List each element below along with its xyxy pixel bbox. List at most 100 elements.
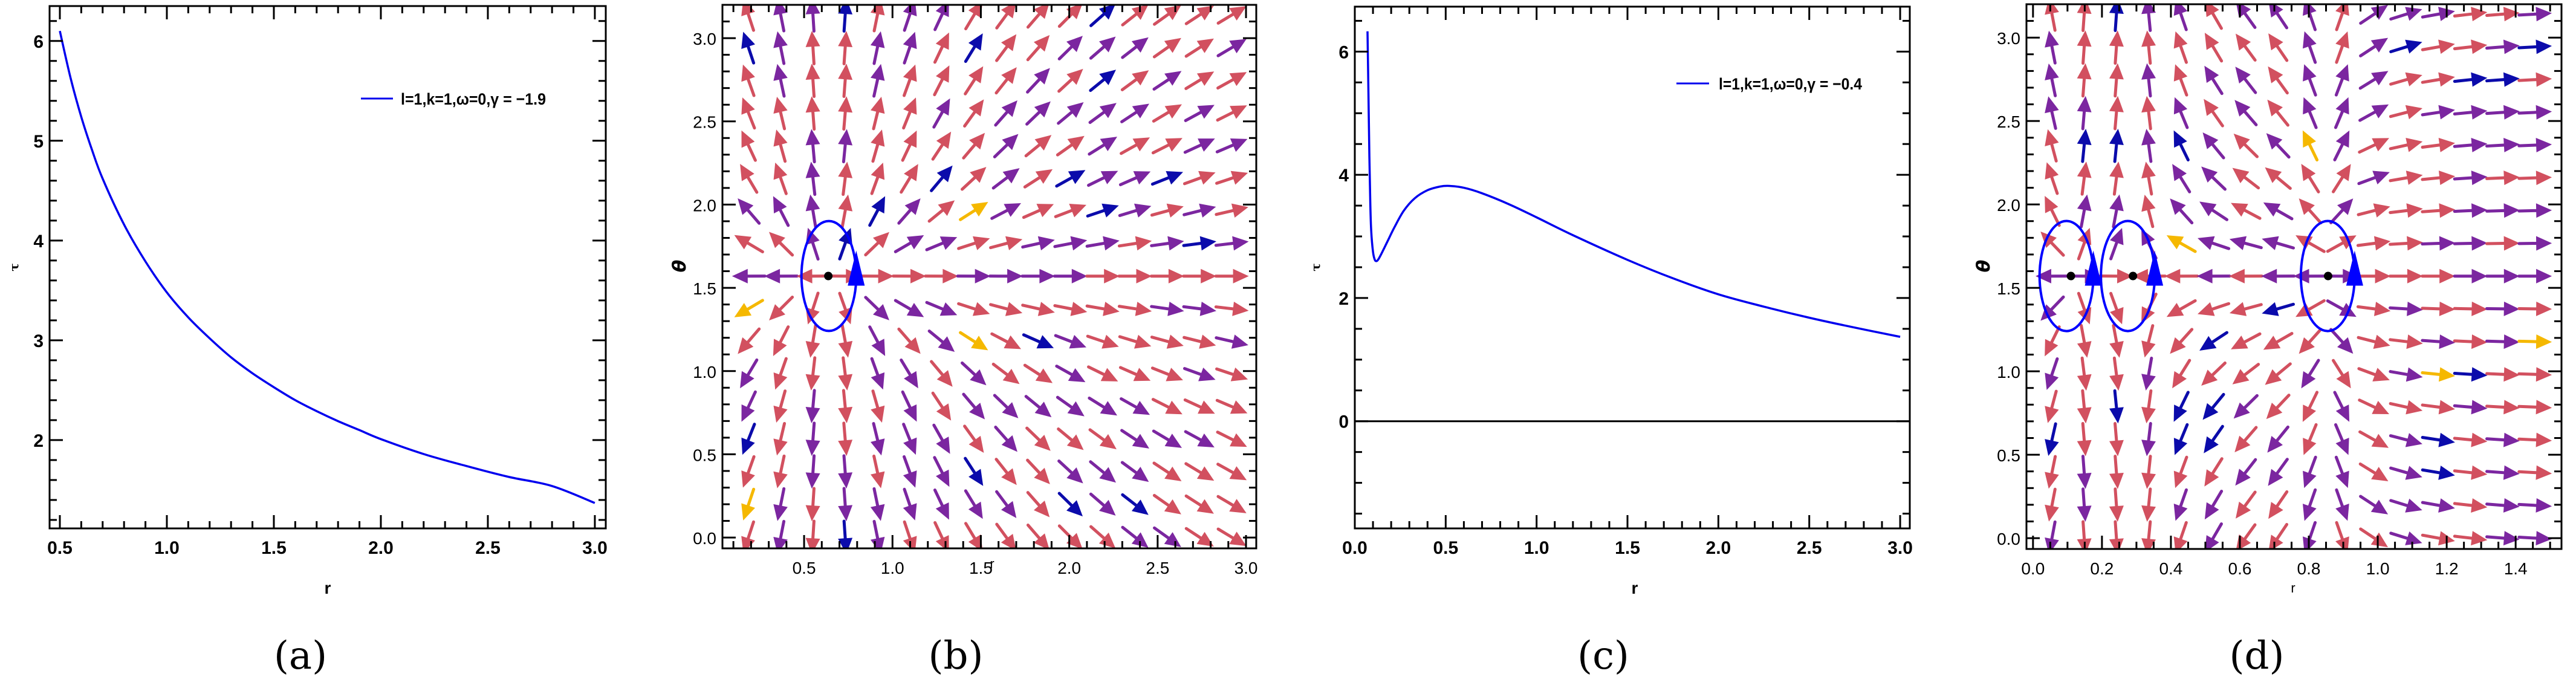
arrow bbox=[2388, 268, 2423, 284]
arrow-shaft bbox=[2453, 176, 2474, 181]
arrow-head bbox=[1229, 39, 1247, 54]
arrow bbox=[962, 132, 985, 160]
arrow bbox=[2389, 531, 2422, 545]
arrow bbox=[2141, 161, 2156, 196]
arrow-shaft bbox=[2178, 241, 2197, 253]
arrow-shaft bbox=[903, 520, 912, 540]
arrow bbox=[2236, 523, 2257, 549]
arrow-shaft bbox=[1021, 304, 1041, 311]
arrow-shaft bbox=[2276, 143, 2291, 159]
panel-b-y-tick-label: 3.0 bbox=[693, 30, 716, 48]
arrow bbox=[2517, 432, 2552, 447]
arrow-head bbox=[2374, 302, 2391, 316]
panel-c-y-tick-label: 4 bbox=[1338, 166, 1349, 186]
arrow-head bbox=[938, 200, 955, 216]
arrow-head bbox=[2141, 406, 2156, 424]
arrow-shaft bbox=[933, 456, 944, 475]
arrow bbox=[994, 67, 1017, 95]
arrow bbox=[903, 31, 917, 65]
arrow-head bbox=[2110, 228, 2124, 245]
arrow-shaft bbox=[2389, 402, 2409, 409]
arrow-head bbox=[2299, 198, 2315, 215]
arrow-shaft bbox=[2308, 77, 2317, 97]
arrow-head bbox=[2299, 337, 2315, 354]
arrow-head bbox=[1101, 334, 1119, 349]
arrow-head bbox=[773, 339, 787, 356]
arrow-head bbox=[1100, 368, 1118, 381]
arrow bbox=[2077, 323, 2092, 358]
arrow bbox=[2077, 161, 2092, 196]
arrow-head bbox=[2173, 536, 2188, 549]
arrow bbox=[2421, 236, 2456, 251]
arrow-head bbox=[1197, 105, 1215, 119]
arrow-head bbox=[2471, 236, 2488, 251]
arrow-head bbox=[2109, 407, 2124, 424]
arrow-shaft bbox=[1152, 493, 1170, 507]
arrow bbox=[2204, 424, 2224, 453]
arrow bbox=[741, 31, 756, 65]
arrow bbox=[1086, 203, 1119, 218]
arrow-shaft bbox=[957, 241, 977, 250]
panel-b-critical-point bbox=[824, 271, 833, 281]
arrow-shaft bbox=[2308, 328, 2323, 344]
arrow bbox=[2173, 423, 2189, 455]
arrow bbox=[2077, 63, 2092, 98]
arrow-shaft bbox=[902, 423, 912, 442]
arrow-head bbox=[873, 304, 889, 320]
arrow-head bbox=[2503, 203, 2520, 218]
arrow-shaft bbox=[872, 487, 880, 507]
arrow-shaft bbox=[1184, 494, 1202, 507]
arrow bbox=[1150, 236, 1184, 251]
arrow-head bbox=[1231, 334, 1248, 349]
arrow-head bbox=[1066, 500, 1083, 517]
panel-a-y-tick-label: 2 bbox=[33, 431, 44, 451]
arrow bbox=[2262, 302, 2295, 316]
arrow-head bbox=[1066, 5, 1082, 19]
arrow-head bbox=[2077, 374, 2092, 391]
arrow bbox=[1120, 397, 1150, 415]
arrow-head bbox=[769, 304, 785, 320]
arrow bbox=[897, 327, 921, 354]
arrow bbox=[1149, 268, 1184, 284]
arrow-head bbox=[741, 5, 755, 16]
arrow-shaft bbox=[1118, 209, 1138, 217]
arrow-head bbox=[1131, 499, 1149, 515]
arrow bbox=[2389, 302, 2423, 316]
arrow bbox=[1120, 137, 1150, 155]
arrow-shaft bbox=[995, 45, 1009, 62]
arrow-shaft bbox=[1055, 176, 1074, 188]
arrow bbox=[773, 389, 788, 423]
arrow-head bbox=[805, 341, 820, 358]
arrow bbox=[2109, 421, 2124, 456]
arrow bbox=[1088, 428, 1117, 450]
arrow-shaft bbox=[2243, 143, 2259, 158]
arrow-head bbox=[2077, 440, 2092, 456]
arrow-head bbox=[838, 537, 853, 548]
arrow-head bbox=[2503, 400, 2520, 415]
arrow-shaft bbox=[2275, 362, 2292, 377]
arrow-shaft bbox=[870, 357, 880, 377]
arrow bbox=[1020, 268, 1056, 284]
arrow bbox=[1053, 302, 1088, 316]
arrow-head bbox=[2269, 4, 2283, 18]
arrow bbox=[2421, 203, 2456, 218]
arrow-shaft bbox=[2332, 175, 2344, 193]
arrow-shaft bbox=[746, 209, 761, 225]
arrow bbox=[870, 31, 885, 65]
arrow-head bbox=[936, 370, 953, 387]
arrow bbox=[1183, 170, 1216, 186]
arrow bbox=[2453, 105, 2488, 120]
arrow-shaft bbox=[1057, 45, 1073, 60]
arrow-shaft bbox=[842, 519, 847, 540]
arrow bbox=[2201, 166, 2227, 191]
arrow bbox=[1184, 38, 1214, 58]
arrow-head bbox=[871, 196, 886, 214]
arrow-head bbox=[2302, 130, 2316, 148]
arrow-shaft bbox=[2050, 487, 2057, 508]
arrow-shaft bbox=[2421, 403, 2441, 409]
arrow-shaft bbox=[2113, 143, 2118, 163]
arrow bbox=[1057, 5, 1082, 28]
panel-b-frame bbox=[721, 4, 1257, 550]
arrow-head bbox=[1196, 5, 1214, 21]
arrow-shaft bbox=[1216, 78, 1234, 90]
